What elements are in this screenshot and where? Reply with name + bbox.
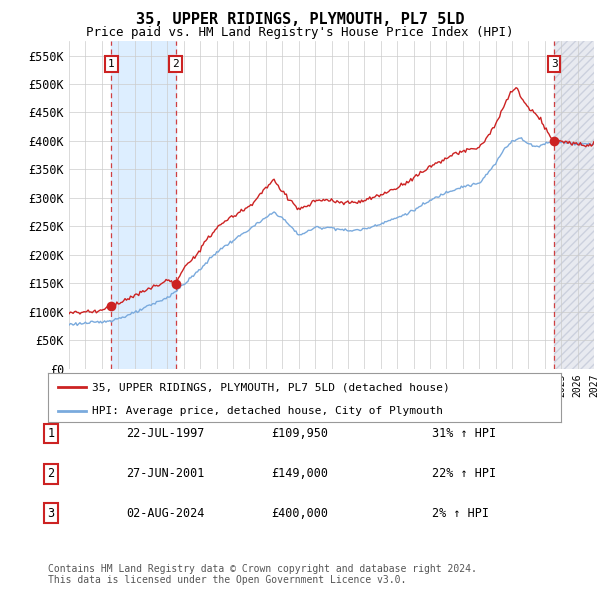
Text: £149,000: £149,000 xyxy=(271,467,329,480)
Text: 1: 1 xyxy=(108,59,115,69)
Text: 1: 1 xyxy=(47,427,55,440)
Text: 27-JUN-2001: 27-JUN-2001 xyxy=(126,467,205,480)
Text: 3: 3 xyxy=(47,507,55,520)
Bar xyxy=(554,41,594,369)
Text: 3: 3 xyxy=(551,59,558,69)
Bar xyxy=(112,41,176,369)
Text: 2% ↑ HPI: 2% ↑ HPI xyxy=(432,507,489,520)
Text: 22-JUL-1997: 22-JUL-1997 xyxy=(126,427,205,440)
Text: 35, UPPER RIDINGS, PLYMOUTH, PL7 5LD (detached house): 35, UPPER RIDINGS, PLYMOUTH, PL7 5LD (de… xyxy=(92,382,449,392)
Text: 35, UPPER RIDINGS, PLYMOUTH, PL7 5LD: 35, UPPER RIDINGS, PLYMOUTH, PL7 5LD xyxy=(136,12,464,27)
Bar xyxy=(554,41,594,369)
Text: Price paid vs. HM Land Registry's House Price Index (HPI): Price paid vs. HM Land Registry's House … xyxy=(86,26,514,39)
Text: 22% ↑ HPI: 22% ↑ HPI xyxy=(432,467,496,480)
Text: HPI: Average price, detached house, City of Plymouth: HPI: Average price, detached house, City… xyxy=(92,406,443,416)
Text: 02-AUG-2024: 02-AUG-2024 xyxy=(126,507,205,520)
Text: 31% ↑ HPI: 31% ↑ HPI xyxy=(432,427,496,440)
Text: £400,000: £400,000 xyxy=(271,507,329,520)
Text: 2: 2 xyxy=(47,467,55,480)
Text: £109,950: £109,950 xyxy=(271,427,329,440)
Text: Contains HM Land Registry data © Crown copyright and database right 2024.
This d: Contains HM Land Registry data © Crown c… xyxy=(48,563,477,585)
Text: 2: 2 xyxy=(172,59,179,69)
